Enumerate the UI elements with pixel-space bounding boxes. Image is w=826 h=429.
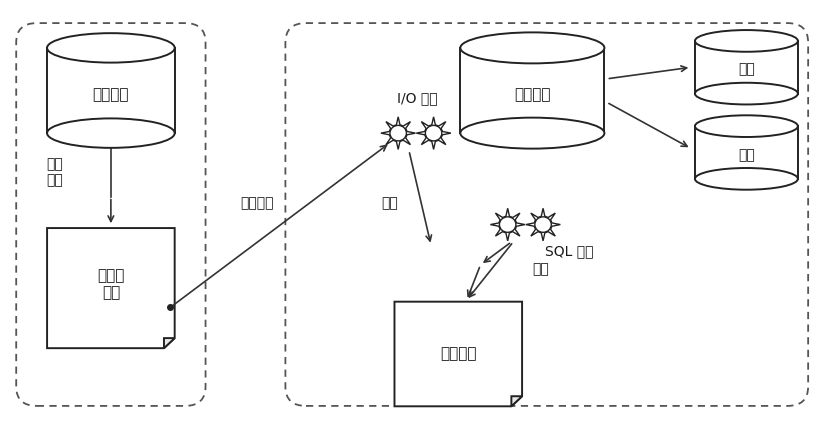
Polygon shape (381, 117, 415, 149)
Text: I/O 线程: I/O 线程 (396, 91, 438, 105)
Circle shape (535, 217, 551, 233)
Polygon shape (47, 228, 174, 348)
Text: 二进制
日志: 二进制 日志 (97, 268, 125, 300)
Ellipse shape (47, 33, 174, 63)
Polygon shape (526, 208, 560, 241)
FancyBboxPatch shape (17, 23, 206, 406)
Text: 快照: 快照 (738, 63, 755, 77)
Polygon shape (491, 208, 525, 241)
Ellipse shape (695, 168, 798, 190)
Text: 日志传送: 日志传送 (240, 196, 273, 210)
Bar (695, 126, 798, 179)
Text: 写入: 写入 (382, 196, 398, 210)
Bar (695, 41, 798, 94)
Text: 数据
更改: 数据 更改 (46, 157, 64, 187)
Ellipse shape (695, 115, 798, 137)
Circle shape (390, 125, 406, 141)
Ellipse shape (47, 118, 174, 148)
Polygon shape (395, 302, 522, 406)
Polygon shape (416, 117, 451, 149)
Polygon shape (511, 396, 522, 406)
FancyBboxPatch shape (286, 23, 808, 406)
Text: 读取: 读取 (532, 262, 549, 276)
Ellipse shape (460, 118, 605, 148)
Text: 主服务器: 主服务器 (93, 87, 129, 102)
Text: SQL 线程: SQL 线程 (545, 244, 594, 258)
Polygon shape (164, 338, 174, 348)
Text: 快照: 快照 (738, 148, 755, 162)
Text: 从服务器: 从服务器 (514, 87, 551, 102)
Circle shape (500, 217, 516, 233)
Text: 中继日志: 中继日志 (440, 347, 477, 362)
Ellipse shape (460, 32, 605, 63)
Circle shape (425, 125, 442, 141)
Bar (460, 48, 605, 133)
Ellipse shape (695, 30, 798, 52)
Ellipse shape (695, 83, 798, 104)
Bar (47, 48, 174, 133)
